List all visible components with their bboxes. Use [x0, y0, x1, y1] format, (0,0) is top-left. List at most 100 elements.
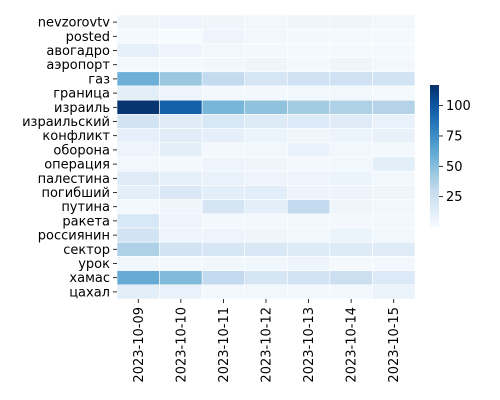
x-tick-label: 2023-10-14: [345, 307, 360, 383]
heatmap-cell: [116, 213, 160, 229]
heatmap-cell: [116, 170, 160, 186]
heatmap-cell: [372, 270, 416, 286]
colorbar-tick-label: 25: [446, 190, 463, 205]
heatmap-cell: [201, 71, 246, 87]
heatmap-cell: [286, 170, 331, 186]
y-tick-label: nevzorovtv: [38, 16, 111, 31]
y-tick-label: авогадро: [46, 44, 110, 59]
heatmap-cell: [329, 185, 373, 200]
heatmap-cell: [201, 142, 246, 158]
heatmap-cell: [372, 99, 416, 115]
heatmap-cell: [286, 142, 331, 158]
heatmap-cell: [201, 85, 246, 101]
heatmap-cell: [372, 142, 416, 158]
heatmap-cell: [244, 185, 288, 200]
heatmap-cell: [201, 170, 246, 186]
heatmap-cell: [372, 199, 416, 215]
heatmap-cell: [244, 170, 288, 186]
heatmap-cell: [286, 156, 331, 172]
heatmap-cell: [372, 85, 416, 101]
heatmap-cell: [329, 213, 373, 229]
heatmap-cell: [329, 71, 373, 87]
heatmap-cell: [116, 199, 160, 215]
heatmap-cell: [329, 114, 373, 129]
heatmap-cell: [116, 156, 160, 172]
heatmap-cell: [372, 241, 416, 257]
heatmap-cell: [286, 114, 331, 129]
heatmap-cell: [201, 43, 246, 58]
heatmap-cell: [286, 99, 331, 115]
heatmap-cell: [159, 156, 203, 172]
heatmap-cell: [286, 284, 331, 300]
y-tick-label: россиянин: [38, 229, 110, 244]
heatmap-cell: [244, 114, 288, 129]
heatmap-cell: [201, 270, 246, 286]
heatmap-cell: [329, 28, 373, 44]
heatmap-cell: [201, 227, 246, 243]
y-tick-label: аэропорт: [46, 58, 110, 73]
heatmap-cell: [116, 142, 160, 158]
y-tick-label: путина: [61, 200, 110, 215]
y-tick-label: израиль: [54, 101, 110, 116]
heatmap-cell: [329, 241, 373, 257]
heatmap-cell: [286, 185, 331, 200]
heatmap-cell: [159, 213, 203, 229]
x-tick-label: 2023-10-11: [217, 307, 232, 383]
heatmap-cell: [286, 256, 331, 271]
heatmap-cell: [159, 43, 203, 58]
heatmap-cell: [372, 170, 416, 186]
heatmap-cell: [159, 199, 203, 215]
x-tick-label: 2023-10-15: [387, 307, 402, 383]
heatmap-cell: [329, 270, 373, 286]
y-tick-label: граница: [53, 87, 110, 102]
y-tick-label: погибший: [41, 186, 110, 201]
y-tick-label: конфликт: [42, 129, 110, 144]
heatmap-cell: [116, 128, 160, 144]
heatmap-cell: [244, 156, 288, 172]
heatmap-cell: [372, 71, 416, 87]
heatmap-cell: [286, 213, 331, 229]
heatmap-cell: [372, 284, 416, 300]
heatmap-cell: [329, 156, 373, 172]
x-tick-label: 2023-10-13: [302, 307, 317, 383]
heatmap-cell: [159, 71, 203, 87]
heatmap-cell: [329, 57, 373, 73]
y-tick-label: израильский: [22, 115, 110, 130]
y-tick-label: операция: [44, 158, 110, 173]
heatmap-cell: [244, 99, 288, 115]
heatmap-cell: [159, 114, 203, 129]
heatmap-cell: [244, 43, 288, 58]
heatmap-cell: [244, 28, 288, 44]
heatmap-cell: [201, 28, 246, 44]
heatmap-cell: [372, 156, 416, 172]
heatmap-cell: [372, 185, 416, 200]
heatmap-cell: [244, 57, 288, 73]
heatmap-cell: [329, 14, 373, 30]
heatmap-cell: [286, 227, 331, 243]
heatmap-cell: [372, 43, 416, 58]
heatmap-cell: [159, 256, 203, 271]
heatmap-cell: [372, 57, 416, 73]
y-tick-label: хамас: [69, 271, 110, 286]
heatmap-cell: [329, 170, 373, 186]
heatmap-cell: [329, 85, 373, 101]
heatmap-cell: [286, 28, 331, 44]
heatmap-cell: [329, 128, 373, 144]
heatmap-cell: [201, 57, 246, 73]
heatmap-cell: [286, 241, 331, 257]
colorbar-tick-label: 100: [446, 99, 471, 114]
heatmap-cell: [329, 99, 373, 115]
heatmap-cell: [329, 284, 373, 300]
heatmap-cell: [201, 185, 246, 200]
heatmap-cell: [159, 241, 203, 257]
heatmap-cell: [244, 284, 288, 300]
y-tick-label: ракета: [62, 214, 110, 229]
heatmap-cell: [116, 43, 160, 58]
heatmap-cell: [116, 85, 160, 101]
heatmap-cell: [244, 85, 288, 101]
heatmap-cell: [372, 256, 416, 271]
heatmap-cell: [244, 142, 288, 158]
colorbar-tick-label: 50: [446, 160, 463, 175]
heatmap-cell: [159, 170, 203, 186]
